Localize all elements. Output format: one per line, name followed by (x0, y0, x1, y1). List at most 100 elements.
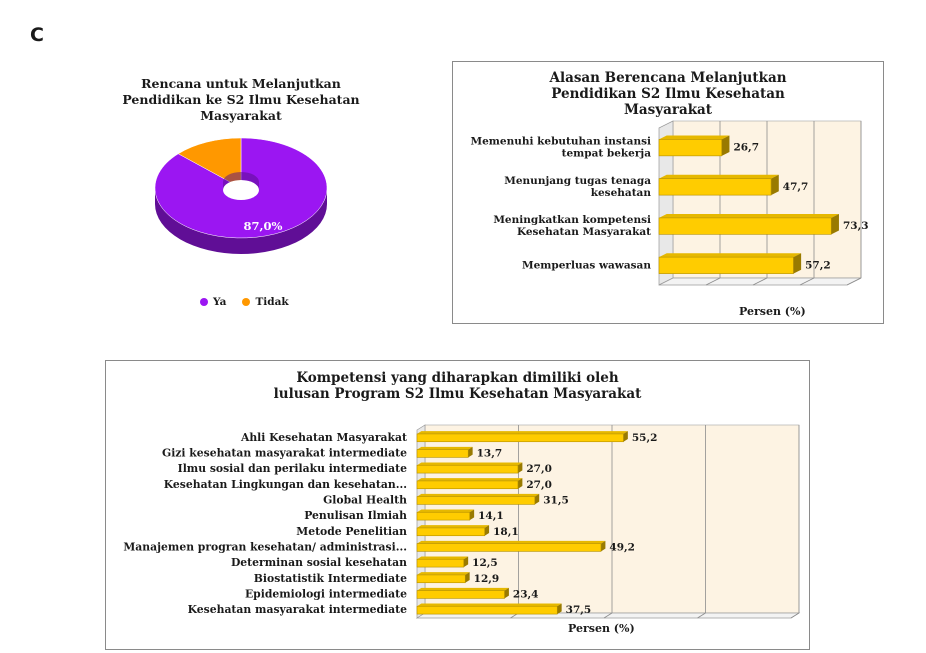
competency-bar-global-health (416, 496, 536, 505)
legend-label: Tidak (255, 296, 289, 308)
reasons-gridline-floor (799, 277, 815, 286)
competency-data-label: 49,2 (609, 542, 635, 554)
competency-data-label: 14,1 (478, 510, 504, 522)
competency-data-label: 23,4 (513, 589, 539, 601)
competency-category-label: Gizi kesehatan masyarakat intermediate (162, 447, 407, 460)
competency-category-label: Global Health (323, 494, 407, 507)
competency-category-label: Kesehatan masyarakat intermediate (188, 603, 408, 616)
competency-bar-top (417, 493, 540, 497)
reasons-gridline-floor (705, 277, 721, 286)
reasons-data-label: 26,7 (733, 142, 759, 154)
competency-category-label: Manajemen progran kesehatan/ administras… (123, 541, 407, 554)
pie-hole (223, 180, 259, 200)
competency-bar-metode-penelitian (416, 527, 485, 537)
competency-bar-epidemiologi-intermediate (416, 590, 505, 599)
competency-category-label: Metode Penelitian (296, 525, 407, 538)
reasons-bar-top (659, 135, 730, 140)
legend-swatch (242, 298, 251, 306)
competency-gridline-floor (790, 612, 800, 619)
reasons-category-label: Memenuhi kebutuhan instansi tempat bekerj… (470, 136, 651, 160)
competency-bar-ilmu-sosial-dan-perilaku-intermediate (416, 464, 519, 474)
competency-bar-end (557, 603, 562, 615)
reasons-bar-end (721, 135, 730, 156)
competency-bar-ahli-kesehatan-masyarakat (416, 433, 624, 443)
competency-category-label: Penulisan Ilmiah (304, 509, 407, 522)
competency-category-label: Determinan sosial kesehatan (231, 556, 407, 569)
competency-data-label: 18,1 (493, 526, 519, 538)
pie-chart: Rencana untuk Melanjutkan Pendidikan ke … (40, 70, 442, 320)
reasons-bar-end (793, 253, 802, 274)
legend-swatch (200, 298, 208, 306)
competency-category-label: Kesehatan Lingkungan dan kesehatan... (164, 478, 407, 491)
competency-bar-top (417, 478, 523, 481)
competency-bar-end (504, 587, 509, 599)
legend-item-ya: Ya (200, 296, 226, 308)
pie-hole-wall (223, 172, 259, 190)
reasons-chart-svg: 26,7 47,7 73,3 57,2 Memenuhi kebutuhan insta… (470, 120, 869, 286)
competency-bar-top (417, 556, 469, 560)
reasons-bar-end (771, 174, 779, 196)
reasons-bar-memenuhi-kebutuhan-instansi-tempat-bekerja (658, 139, 723, 157)
reasons-bar-meningkatkan-kompetensi-kesehatan-masyarakat (658, 217, 832, 235)
competency-bar-top (417, 462, 523, 466)
competency-bar-end (468, 446, 473, 458)
competency-data-label: 27,0 (526, 479, 552, 491)
reasons-gridline-floor (752, 277, 768, 286)
competency-bar-biostatistik-intermediate (416, 574, 466, 584)
reasons-data-label: 47,7 (783, 181, 809, 193)
competency-bar-end (623, 431, 628, 442)
competency-chart: Kompetensi yang diharapkan dimiliki oleh… (105, 360, 810, 650)
competency-data-label: 13,7 (477, 448, 503, 460)
legend-item-tidak: Tidak (242, 296, 289, 308)
reasons-bar-end (831, 214, 839, 235)
reasons-gridline-floor (846, 277, 862, 286)
reasons-category-label: Meningkatkan kompetensi Kesehatan Masyara… (493, 214, 651, 238)
legend-label: Ya (213, 296, 227, 308)
pie-legend: Ya Tidak (200, 296, 299, 308)
competency-bar-determinan-sosial-kesehatan (416, 558, 465, 568)
reasons-category-label: Memperluas wawasan (522, 259, 651, 271)
competency-bar-end (601, 540, 606, 552)
reasons-bar-top (659, 174, 779, 179)
reasons-bar-top (659, 214, 839, 218)
reasons-data-label: 57,2 (805, 259, 831, 271)
competency-bar-manajemen-progran-kesehatan-administrasi (416, 543, 602, 552)
competency-chart-svg: 55,2 13,7 27,0 27,0 31,5 14,1 18,1 49,2 12,5 12,9… (123, 424, 801, 619)
competency-bar-top (417, 525, 490, 528)
reasons-bar-top (659, 253, 802, 258)
competency-bar-top (417, 540, 606, 544)
competency-data-label: 55,2 (632, 432, 658, 444)
reasons-chart-title: Alasan Berencana Melanjutkan Pendidikan … (549, 70, 787, 118)
competency-data-label: 12,5 (472, 557, 498, 569)
pie-data-label: 87,0% (244, 219, 283, 233)
competency-data-label: 37,5 (566, 604, 592, 616)
competency-bar-gizi-kesehatan-masyarakat-intermediate (416, 449, 469, 458)
competency-bar-end (534, 493, 540, 505)
competency-bar-end (465, 572, 470, 583)
competency-bar-end (484, 525, 490, 536)
reasons-category-label: Menunjang tugas tenaga kesehatan (504, 175, 651, 199)
competency-bar-kesehatan-lingkungan-dan-kesehatan (416, 480, 519, 490)
competency-bar-end (517, 478, 523, 489)
panel-label: C (30, 24, 44, 46)
competency-bar-top (417, 603, 562, 607)
competency-category-label: Epidemiologi intermediate (245, 588, 407, 601)
competency-bar-kesehatan-masyarakat-intermediate (416, 605, 558, 615)
competency-data-label: 31,5 (543, 495, 569, 507)
competency-bar-top (417, 509, 475, 513)
competency-bar-end (469, 509, 475, 521)
reasons-bar-menunjang-tugas-tenaga-kesehatan (658, 178, 772, 196)
competency-data-label: 12,9 (474, 573, 500, 585)
competency-category-label: Ilmu sosial dan perilaku intermediate (178, 462, 407, 475)
pie-slice-side (155, 188, 327, 254)
competency-bar-top (417, 587, 509, 591)
competency-gridline-floor (697, 612, 706, 619)
reasons-data-label: 73,3 (843, 220, 869, 232)
competency-category-label: Ahli Kesehatan Masyarakat (240, 431, 407, 444)
competency-gridline-floor (603, 612, 613, 619)
competency-bar-end (463, 556, 469, 568)
reasons-x-axis-label: Persen (%) (739, 305, 806, 318)
reasons-bar-memperluas-wawasan (658, 256, 794, 274)
competency-data-label: 27,0 (526, 463, 552, 475)
competency-category-label: Biostatistik Intermediate (254, 572, 407, 585)
